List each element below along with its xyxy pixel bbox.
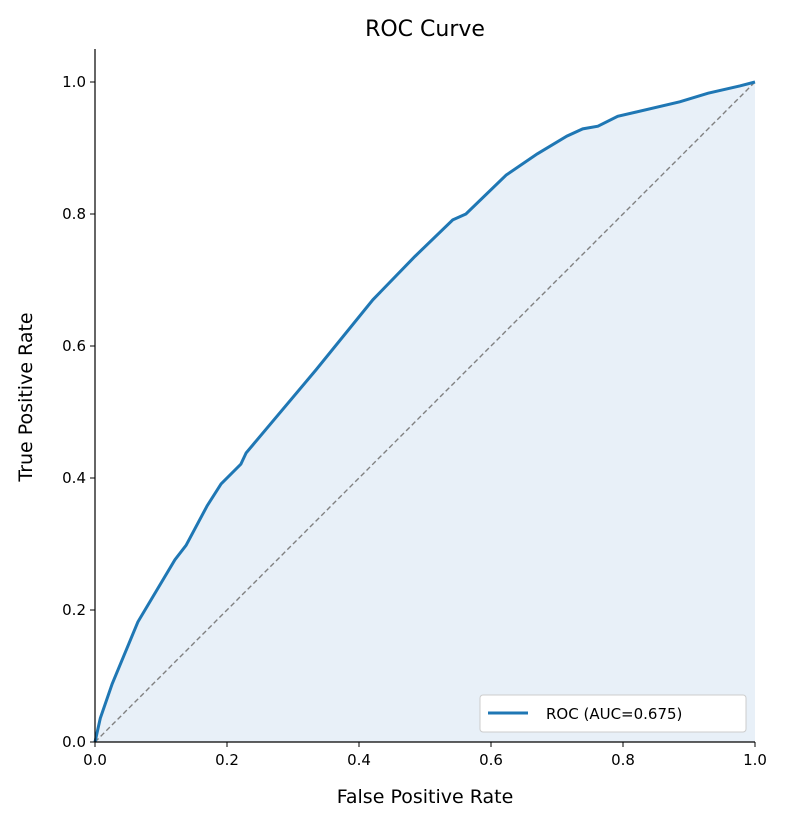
x-tick-label: 0.0 <box>83 751 107 769</box>
legend-box <box>479 694 747 733</box>
x-tick-label: 0.4 <box>347 751 371 769</box>
legend-label: ROC (AUC=0.675) <box>546 705 682 723</box>
y-tick-label: 0.4 <box>62 469 86 487</box>
x-tick-label: 0.6 <box>479 751 503 769</box>
x-tick-label: 0.8 <box>611 751 635 769</box>
y-tick-label: 0.6 <box>62 337 86 355</box>
axes: 0.0 0.2 0.4 0.6 0.8 1.0 0.0 0.2 0.4 0.6 0.8 1.0 <box>62 49 767 769</box>
x-tick-label: 1.0 <box>743 751 767 769</box>
reference-diagonal <box>94 81 756 743</box>
y-tick-label: 0.8 <box>62 205 86 223</box>
y-tick-label: 1.0 <box>62 73 86 91</box>
roc-line <box>93 80 756 743</box>
chart-title: ROC Curve <box>365 17 485 42</box>
y-tick-label: 0.2 <box>62 601 86 619</box>
y-axis-label: True Positive Rate <box>15 312 37 482</box>
y-tick-label: 0.0 <box>62 733 86 751</box>
x-axis-label: False Positive Rate <box>337 786 514 808</box>
legend: ROC (AUC=0.675) <box>479 694 747 733</box>
x-tick-label: 0.2 <box>215 751 239 769</box>
